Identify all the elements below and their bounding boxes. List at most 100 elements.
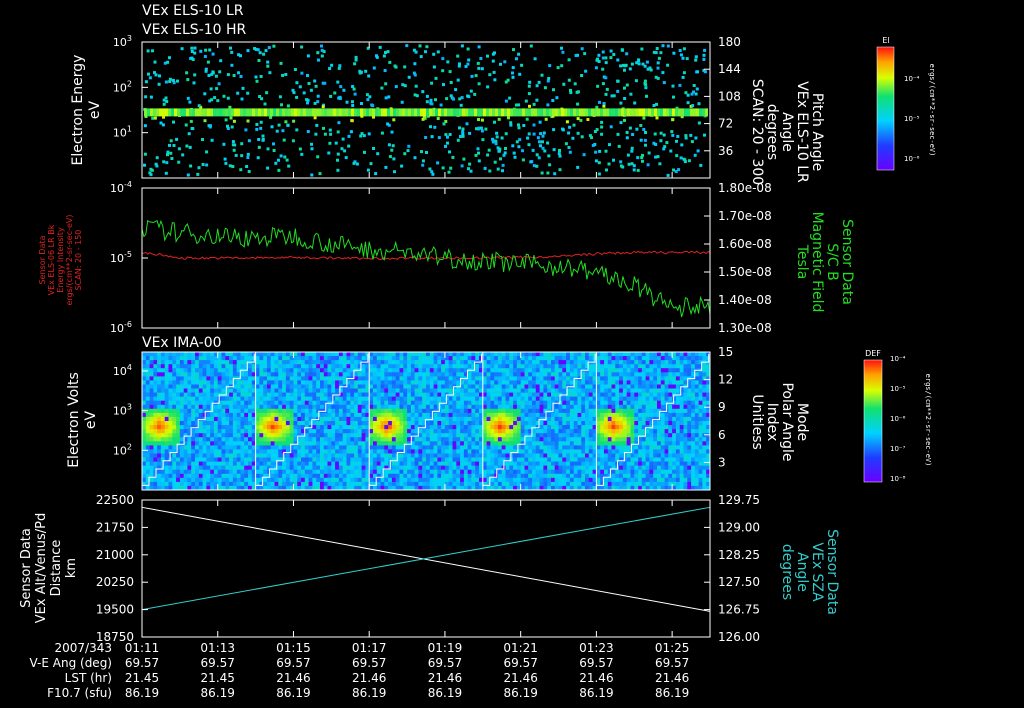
heatmap-cell (240, 376, 245, 381)
heatmap-cell (547, 473, 552, 479)
heatmap-cell (655, 102, 658, 106)
heatmap-cell (176, 437, 181, 442)
heatmap-cell (528, 437, 533, 442)
heatmap-cell (301, 368, 306, 373)
heatmap-cell (285, 368, 291, 373)
heatmap-cell (312, 429, 317, 434)
heatmap-cell (541, 134, 545, 138)
heatmap-cell (195, 376, 200, 381)
heatmap-cell (475, 465, 480, 470)
heatmap-cell (535, 421, 540, 426)
heatmap-cell (289, 404, 294, 410)
heatmap-cell (364, 69, 368, 73)
heatmap-cell (466, 94, 470, 98)
heatmap-cell (558, 360, 563, 365)
heatmap-cell (403, 453, 408, 458)
heatmap-cell (543, 449, 548, 454)
heatmap-cell (327, 441, 332, 446)
heatmap-cell (229, 364, 234, 369)
heatmap-cell (293, 416, 298, 422)
heatmap-cell (444, 416, 450, 422)
heatmap-cell (228, 108, 231, 117)
heatmap-cell (582, 153, 586, 157)
heatmap-cell (539, 437, 544, 442)
heatmap-cell (346, 360, 351, 365)
heatmap-cell (278, 449, 283, 454)
heatmap-cell (402, 108, 405, 117)
heatmap-cell (179, 400, 185, 406)
heatmap-cell (422, 408, 427, 414)
heatmap-cell (376, 392, 381, 397)
heatmap-cell (274, 356, 279, 361)
heatmap-cell (551, 477, 556, 483)
heatmap-cell (497, 453, 503, 458)
heatmap-cell (703, 48, 707, 52)
heatmap-cell (217, 364, 222, 369)
heatmap-cell (497, 457, 503, 462)
heatmap-cell (491, 59, 495, 63)
heatmap-cell (426, 364, 431, 369)
heatmap-cell (272, 142, 275, 146)
heatmap-cell (511, 71, 514, 75)
heatmap-cell (172, 416, 177, 422)
heatmap-cell (656, 155, 660, 159)
heatmap-cell (436, 117, 440, 120)
y2-axis-label: VEx ELS-10 LR (794, 81, 810, 183)
heatmap-cell (255, 425, 260, 430)
heatmap-cell (232, 469, 238, 475)
heatmap-cell (335, 408, 340, 414)
heatmap-cell (350, 384, 355, 389)
heatmap-cell (301, 477, 306, 483)
heatmap-cell (412, 71, 416, 75)
heatmap-cell (384, 469, 389, 475)
heatmap-cell (652, 50, 656, 54)
heatmap-cell (407, 457, 412, 462)
heatmap-cell (168, 143, 171, 147)
heatmap-cell (263, 485, 268, 491)
heatmap-cell (441, 465, 446, 470)
heatmap-cell (187, 384, 192, 389)
heatmap-cell (460, 449, 465, 454)
heatmap-cell (661, 71, 665, 75)
heatmap-cell (255, 384, 260, 389)
heatmap-cell (149, 437, 154, 442)
heatmap-cell (441, 421, 446, 426)
heatmap-cell (350, 453, 355, 458)
heatmap-cell (486, 368, 491, 373)
heatmap-cell (210, 108, 213, 117)
heatmap-cell (547, 77, 551, 80)
heatmap-cell (376, 465, 381, 470)
heatmap-cell (376, 356, 381, 361)
heatmap-cell (308, 449, 313, 454)
heatmap-cell (369, 162, 373, 166)
heatmap-cell (444, 441, 450, 446)
heatmap-cell (479, 445, 484, 450)
heatmap-cell (232, 453, 238, 458)
heatmap-cell (426, 481, 431, 487)
heatmap-cell (437, 356, 442, 361)
heatmap-cell (520, 461, 525, 466)
heatmap-cell (304, 441, 309, 446)
heatmap-cell (380, 461, 385, 466)
heatmap-cell (301, 380, 306, 385)
heatmap-cell (327, 392, 332, 397)
heatmap-cell (399, 429, 404, 434)
heatmap-cell (516, 360, 522, 365)
heatmap-cell (165, 161, 169, 165)
heatmap-cell (666, 63, 670, 67)
heatmap-cell (539, 396, 544, 401)
heatmap-cell (267, 421, 272, 426)
heatmap-cell (597, 161, 601, 165)
heatmap-cell (251, 437, 256, 442)
heatmap-cell (601, 82, 605, 86)
heatmap-cell (520, 453, 525, 458)
heatmap-cell (278, 408, 283, 414)
heatmap-cell (164, 469, 169, 475)
heatmap-cell (331, 437, 336, 442)
heatmap-cell (380, 356, 385, 361)
heatmap-cell (142, 449, 147, 454)
heatmap-cell (635, 127, 639, 131)
heatmap-cell (251, 469, 256, 475)
heatmap-cell (456, 437, 461, 442)
heatmap-cell (467, 364, 472, 369)
